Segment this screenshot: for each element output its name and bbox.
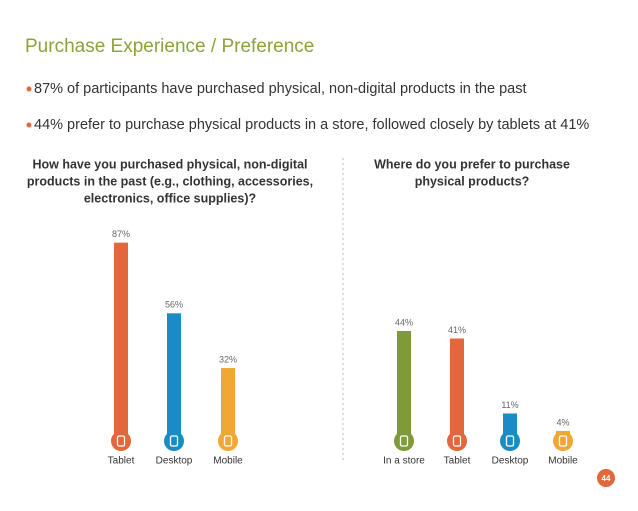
chart-title: physical products? [415, 174, 530, 188]
bullet-dot [26, 122, 32, 128]
value-label: 32% [219, 354, 237, 364]
chart-title: How have you purchased physical, non-dig… [32, 157, 307, 171]
icon [558, 435, 568, 447]
bar [221, 368, 235, 441]
page-number: 44 [602, 474, 611, 483]
icon-badge [447, 431, 467, 451]
bar [167, 313, 181, 441]
bullet-dot [26, 86, 32, 92]
value-label: 11% [501, 400, 518, 410]
chart-title: products in the past (e.g., clothing, ac… [27, 174, 313, 188]
bullet: 87% of participants have purchased physi… [34, 81, 527, 97]
slide-title: Purchase Experience / Preference [25, 36, 314, 57]
chart-title: electronics, office supplies)? [84, 191, 256, 205]
bar [450, 338, 464, 441]
value-label: 4% [556, 417, 569, 427]
value-label: 41% [448, 325, 466, 335]
icon [399, 435, 409, 447]
x-tick-label: Tablet [444, 456, 471, 467]
x-tick-label: Mobile [548, 456, 578, 467]
icon [505, 435, 515, 447]
value-label: 87% [112, 229, 130, 239]
bar [114, 242, 128, 441]
icon [169, 435, 179, 447]
bullet: 44% prefer to purchase physical products… [34, 117, 589, 133]
icon [452, 435, 462, 447]
x-tick-label: Tablet [108, 456, 135, 467]
icon [223, 435, 233, 447]
icon-badge [111, 431, 131, 451]
x-tick-label: Desktop [492, 456, 529, 467]
icon-badge [500, 431, 520, 451]
page-badge [597, 469, 615, 487]
value-label: 44% [395, 317, 413, 327]
bar [397, 331, 411, 441]
icon-badge [164, 431, 184, 451]
x-tick-label: Desktop [156, 456, 193, 467]
x-tick-label: In a store [383, 456, 425, 467]
icon-badge [394, 431, 414, 451]
chart-title: Where do you prefer to purchase [374, 157, 570, 171]
icon-badge [218, 431, 238, 451]
icon-badge [553, 431, 573, 451]
x-tick-label: Mobile [213, 456, 243, 467]
value-label: 56% [165, 300, 183, 310]
icon [116, 435, 126, 447]
